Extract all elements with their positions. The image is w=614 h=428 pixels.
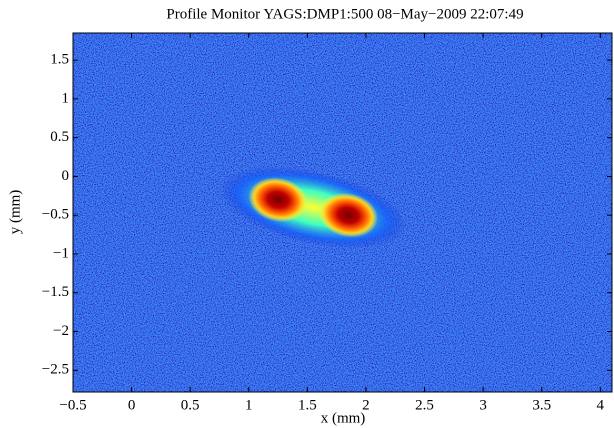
x-tick-label: 2 [362, 397, 370, 413]
y-tick-label: −2.5 [42, 362, 69, 378]
plot-area [73, 33, 612, 392]
y-tick-label: −1 [53, 245, 69, 261]
beam-spot [318, 192, 379, 238]
y-tick-label: −2 [53, 323, 69, 339]
beam-spot [248, 177, 308, 223]
x-tick-label: 0.5 [181, 397, 200, 413]
chart-title: Profile Monitor YAGS:DMP1:500 08−May−200… [166, 6, 523, 22]
x-tick-label: 1.5 [298, 397, 317, 413]
x-tick-label: 0 [128, 397, 136, 413]
x-axis-label: x (mm) [321, 410, 366, 426]
y-tick-label: 1 [62, 90, 70, 106]
x-tick-label: 3 [479, 397, 487, 413]
y-axis-label: y (mm) [7, 190, 23, 235]
x-tick-label: 2.5 [415, 397, 434, 413]
x-tick-label: 1 [245, 397, 253, 413]
x-tick-label: 4 [597, 397, 605, 413]
y-tick-label: −0.5 [42, 207, 69, 223]
plot-frame [72, 32, 613, 393]
y-tick-label: 0 [62, 168, 70, 184]
x-tick-label: −0.5 [59, 397, 86, 413]
x-tick-label: 3.5 [532, 397, 551, 413]
y-tick-label: 0.5 [50, 129, 69, 145]
y-tick-label: −1.5 [42, 284, 69, 300]
y-tick-label: 1.5 [50, 52, 69, 68]
